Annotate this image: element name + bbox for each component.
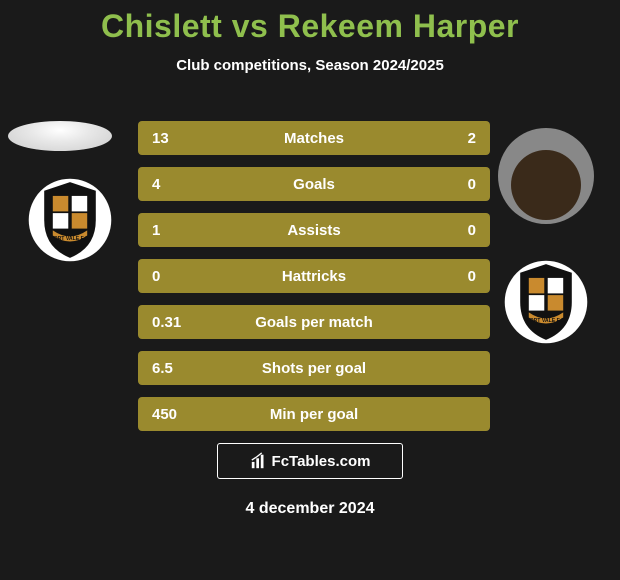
stat-right-value: 0	[436, 268, 476, 285]
svg-text:PORT VALE F.C.: PORT VALE F.C.	[50, 236, 90, 242]
page-title: Chislett vs Rekeem Harper	[0, 0, 620, 45]
stat-label: Hattricks	[282, 268, 346, 285]
player-left-avatar	[8, 121, 112, 151]
player-right-avatar	[498, 128, 594, 224]
stat-row: 0.31 Goals per match	[138, 305, 490, 339]
stat-right-value: 2	[436, 130, 476, 147]
stat-label: Shots per goal	[262, 360, 366, 377]
club-crest-right: PORT VALE F.C.	[503, 259, 589, 345]
chart-icon	[250, 452, 268, 470]
head-icon	[511, 150, 581, 220]
club-crest-left: PORT VALE F.C.	[27, 177, 113, 263]
stats-rows: 13 Matches 2 4 Goals 0 1 Assists 0 0 Hattricks 0 0.3…	[138, 121, 490, 443]
stat-row: 4 Goals 0	[138, 167, 490, 201]
stat-left-value: 4	[152, 176, 192, 193]
stat-label: Goals	[293, 176, 335, 193]
stat-left-value: 0	[152, 268, 192, 285]
badge-text: FcTables.com	[272, 453, 371, 470]
date-text: 4 december 2024	[246, 500, 375, 518]
stat-left-value: 6.5	[152, 360, 192, 377]
stat-row: 6.5 Shots per goal	[138, 351, 490, 385]
stat-right-value: 0	[436, 222, 476, 239]
stat-left-value: 1	[152, 222, 192, 239]
stat-right-value: 0	[436, 176, 476, 193]
stat-label: Assists	[287, 222, 340, 239]
stat-label: Min per goal	[270, 406, 358, 423]
svg-text:PORT VALE F.C.: PORT VALE F.C.	[526, 318, 566, 324]
stat-row: 450 Min per goal	[138, 397, 490, 431]
stat-label: Matches	[284, 130, 344, 147]
page-subtitle: Club competitions, Season 2024/2025	[0, 57, 620, 74]
stat-left-value: 0.31	[152, 314, 192, 331]
stat-left-value: 13	[152, 130, 192, 147]
stat-row: 0 Hattricks 0	[138, 259, 490, 293]
stat-row: 1 Assists 0	[138, 213, 490, 247]
fctables-badge: FcTables.com	[217, 443, 403, 479]
stat-row: 13 Matches 2	[138, 121, 490, 155]
stat-left-value: 450	[152, 406, 192, 423]
stat-label: Goals per match	[255, 314, 373, 331]
